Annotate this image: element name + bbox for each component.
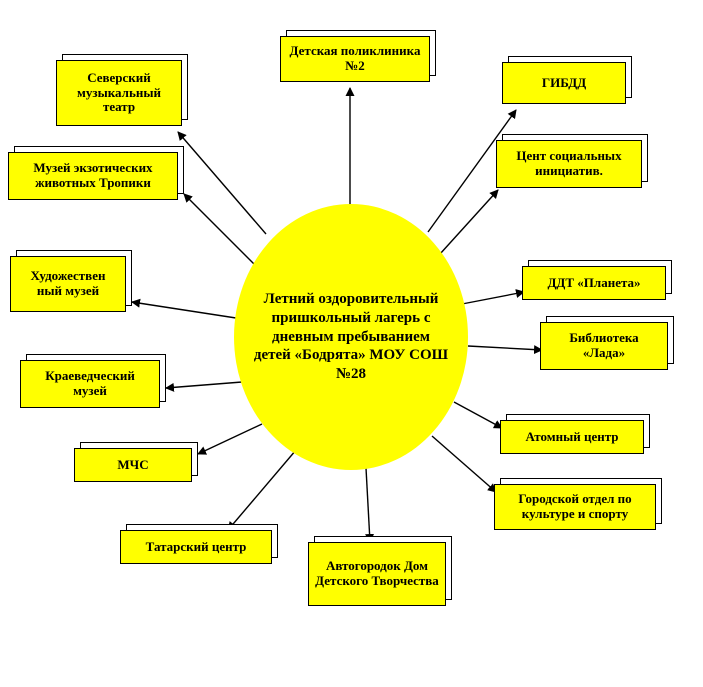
node-face: МЧС: [74, 448, 192, 482]
node-gibdd: ГИБДД: [502, 56, 632, 104]
node-ddt: ДДТ «Планета»: [522, 260, 672, 300]
node-face: Библиотека «Лада»: [540, 322, 668, 370]
node-label: ДДТ «Планета»: [547, 276, 640, 291]
diagram-canvas: Летний оздоровительный пришкольный лагер…: [0, 0, 703, 687]
node-label: Краеведческий музей: [27, 369, 153, 399]
node-atom: Атомный центр: [500, 414, 650, 454]
node-label: ГИБДД: [542, 76, 586, 91]
node-face: Атомный центр: [500, 420, 644, 454]
node-face: Художествен ный музей: [10, 256, 126, 312]
edge-ddt: [462, 292, 524, 304]
node-face: Городской отдел по культуре и спорту: [494, 484, 656, 530]
center-node-label: Летний оздоровительный пришкольный лагер…: [252, 290, 450, 384]
edge-tatar: [228, 450, 296, 530]
edge-mchs: [198, 424, 262, 454]
node-clinic: Детская поликлиника №2: [280, 30, 436, 82]
node-tropiki: Музей экзотических животных Тропики: [8, 146, 184, 200]
edge-social: [440, 190, 498, 254]
node-label: МЧС: [117, 458, 148, 473]
center-node: Летний оздоровительный пришкольный лагер…: [234, 204, 468, 470]
node-mchs: МЧС: [74, 442, 198, 482]
edge-library: [468, 346, 542, 350]
node-culture: Городской отдел по культуре и спорту: [494, 478, 662, 530]
node-label: Детская поликлиника №2: [287, 44, 423, 74]
edge-culture: [432, 436, 496, 492]
node-label: Библиотека «Лада»: [547, 331, 661, 361]
node-theater: Северский музыкальный театр: [56, 54, 188, 126]
edge-history: [166, 382, 242, 388]
node-label: Цент социальных инициатив.: [503, 149, 635, 179]
edge-artmuseum: [132, 302, 236, 318]
node-label: Татарский центр: [146, 540, 247, 555]
node-label: Северский музыкальный театр: [63, 71, 175, 116]
edge-avtogorodok: [366, 468, 370, 542]
edge-atom: [454, 402, 502, 428]
node-social: Цент социальных инициатив.: [496, 134, 648, 188]
node-face: Татарский центр: [120, 530, 272, 564]
node-face: Автогородок Дом Детского Творчества: [308, 542, 446, 606]
node-face: Цент социальных инициатив.: [496, 140, 642, 188]
node-face: ГИБДД: [502, 62, 626, 104]
node-artmuseum: Художествен ный музей: [10, 250, 132, 312]
node-face: Краеведческий музей: [20, 360, 160, 408]
node-tatar: Татарский центр: [120, 524, 278, 564]
node-avtogorodok: Автогородок Дом Детского Творчества: [308, 536, 452, 606]
node-library: Библиотека «Лада»: [540, 316, 674, 370]
node-label: Автогородок Дом Детского Творчества: [315, 559, 439, 589]
edge-theater: [178, 132, 266, 234]
node-face: Северский музыкальный театр: [56, 60, 182, 126]
node-label: Атомный центр: [526, 430, 619, 445]
node-face: Музей экзотических животных Тропики: [8, 152, 178, 200]
node-label: Городской отдел по культуре и спорту: [501, 492, 649, 522]
node-label: Музей экзотических животных Тропики: [15, 161, 171, 191]
node-face: Детская поликлиника №2: [280, 36, 430, 82]
node-label: Художествен ный музей: [17, 269, 119, 299]
node-face: ДДТ «Планета»: [522, 266, 666, 300]
edge-tropiki: [184, 194, 254, 264]
node-history: Краеведческий музей: [20, 354, 166, 408]
